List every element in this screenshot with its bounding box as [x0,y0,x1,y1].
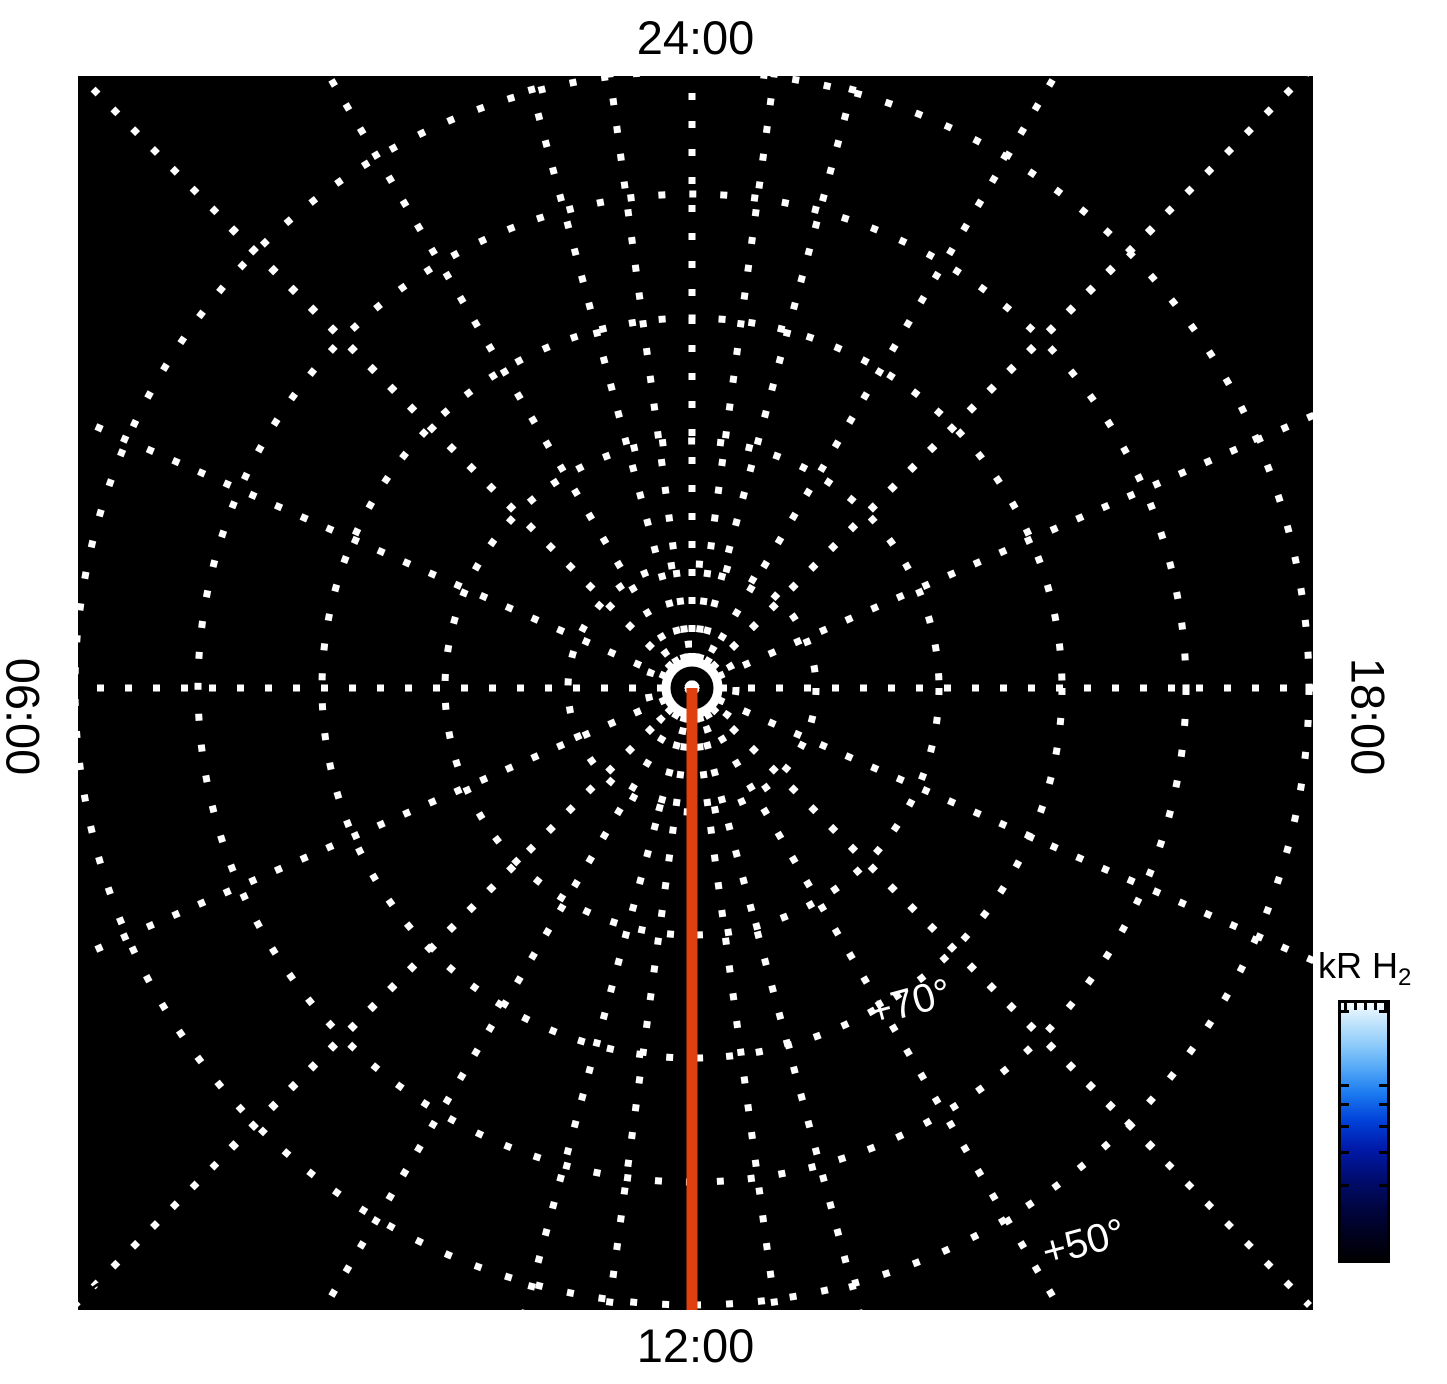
latitude-circle-80 [564,560,820,816]
colorbar-tick [1338,1103,1349,1106]
colorbar-tick-10 [1338,1084,1349,1087]
latitude-circle-60 [318,314,1066,1062]
colorbar-tick [1354,1000,1357,1010]
colorbar-tick [1379,1103,1390,1106]
colorbar-tick [1379,1125,1390,1128]
colorbar-title-text: kR H [1318,945,1398,986]
colorbar-tick [1379,1184,1390,1187]
polar-plot-area[interactable]: +70° +50° [78,76,1313,1310]
polar-grid-svg [78,76,1313,1310]
mlt-label-noon: 12:00 [636,1319,755,1372]
colorbar-tick [1338,1010,1349,1013]
colorbar-tick-10 [1379,1084,1390,1087]
mlt-label-dusk: 18:00 [1341,657,1395,776]
colorbar-tick [1344,1000,1347,1010]
colorbar-tick [1364,1000,1367,1010]
colorbar-tick [1338,1151,1349,1154]
colorbar-tick [1374,1000,1377,1010]
colorbar-label-10: 10 [88,1082,131,1124]
colorbar-tick [1379,1010,1390,1013]
latitude-circle-40 [78,76,1313,1309]
latitude-circle-86 [644,640,740,736]
colorbar-title: kR H2 [1318,945,1411,990]
latitude-circle-70 [441,437,943,939]
colorbar-tick [1338,1125,1349,1128]
grid-group [78,76,1313,1310]
colorbar-label-1: 1 [88,1276,110,1318]
colorbar-title-subscript: 2 [1398,964,1412,991]
mlt-label-dawn: 06:00 [0,657,50,776]
colorbar-tick [1338,1184,1349,1187]
colorbar-tick [1384,1000,1387,1010]
colorbar-tick [1379,1151,1390,1154]
colorbar-gradient [1338,1000,1390,1263]
mlt-label-midnight: 24:00 [636,11,755,64]
